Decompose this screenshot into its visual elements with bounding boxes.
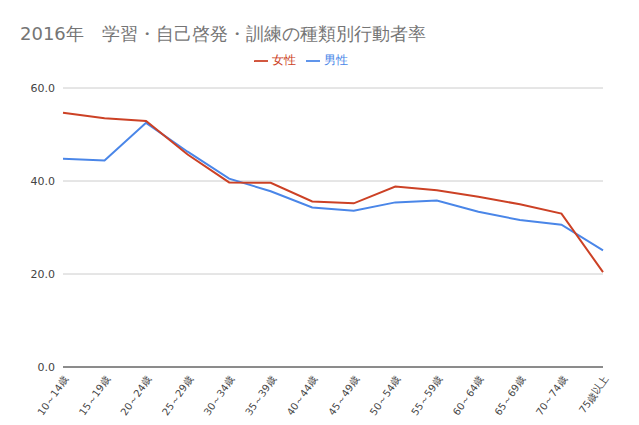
html-text:男性: 男性: [323, 53, 348, 67]
svg-text:75歳以上: 75歳以上: [577, 374, 611, 415]
svg-text:70～74歳: 70～74歳: [534, 374, 569, 417]
svg-text:40～44歳: 40～44歳: [285, 374, 320, 417]
svg-text:35～39歳: 35～39歳: [243, 374, 278, 417]
svg-text:40.0: 40.0: [31, 175, 56, 188]
svg-text:60～64歳: 60～64歳: [451, 374, 486, 417]
svg-text:60.0: 60.0: [31, 82, 56, 95]
svg-text:65～69歳: 65～69歳: [492, 374, 527, 417]
svg-text:50～54歳: 50～54歳: [368, 374, 403, 417]
svg-text:45～49歳: 45～49歳: [326, 374, 361, 417]
svg-text:20～24歳: 20～24歳: [118, 374, 153, 417]
svg-text:25～29歳: 25～29歳: [160, 374, 195, 417]
svg-text:55～59歳: 55～59歳: [409, 374, 444, 417]
svg-text:15～19歳: 15～19歳: [77, 374, 112, 417]
svg-text:10～14歳: 10～14歳: [35, 374, 70, 417]
html-text:女性: 女性: [271, 53, 296, 67]
html-text:2016年 学習・自己啓発・訓練の種類別行動者率: 2016年 学習・自己啓発・訓練の種類別行動者率: [20, 23, 426, 44]
svg-text:30～34歳: 30～34歳: [202, 374, 237, 417]
svg-text:0.0: 0.0: [38, 361, 56, 374]
svg-text:20.0: 20.0: [31, 268, 56, 281]
